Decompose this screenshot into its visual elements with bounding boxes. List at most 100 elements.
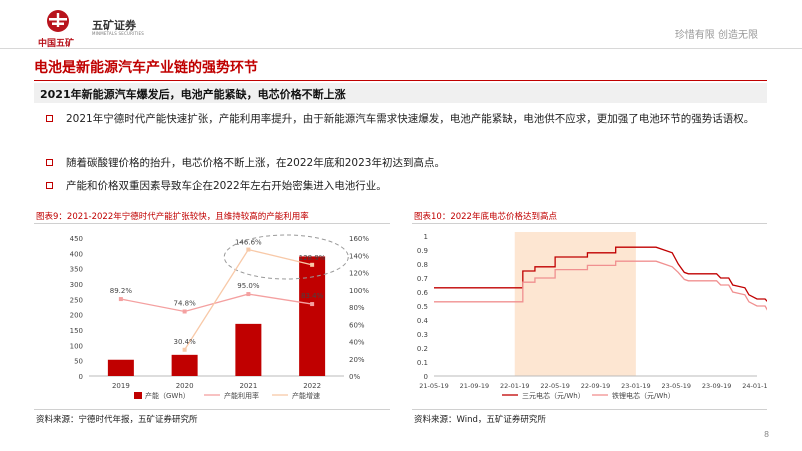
logo-cn-text: 中国五矿	[38, 39, 75, 49]
brand-name: 五矿证券	[92, 19, 136, 32]
utilization-data-label: 89.2%	[110, 287, 133, 295]
y-left-tick-label: 150	[70, 327, 83, 335]
bullet-text: 2021年宁德时代产能快速扩张，产能利用率提升，由于新能源汽车需求快速爆发，电池…	[66, 113, 755, 125]
y-tick-label: 0.9	[417, 247, 428, 255]
x-tick-label: 21-05-19	[419, 382, 449, 390]
growth-point	[246, 247, 251, 252]
page-header: 中国五矿 五矿证券 MINMETALS SECURITIES 珍惜有限 创造无限	[0, 0, 802, 50]
x-tick-label: 2019	[112, 382, 130, 390]
ternary-cell-line	[434, 246, 767, 302]
figure10-rule	[412, 223, 767, 224]
x-tick-label: 2022	[303, 382, 321, 390]
y-right-tick-label: 0%	[349, 373, 360, 381]
y-right-tick-label: 20%	[349, 356, 365, 364]
capacity-bar	[171, 354, 198, 376]
y-left-tick-label: 450	[70, 235, 83, 243]
figure9-source: 资料来源：宁德时代年报，五矿证券研究所	[36, 415, 198, 425]
highlight-band	[514, 232, 636, 376]
lfp-cell-line	[434, 260, 767, 311]
page-subtitle: 2021年新能源汽车爆发后，电池产能紧缺，电芯价格不断上涨	[40, 88, 346, 101]
growth-data-label: 30.4%	[174, 338, 197, 346]
utilization-point	[118, 297, 123, 302]
x-tick-label: 24-01-19	[742, 382, 767, 390]
y-right-tick-label: 140%	[349, 252, 369, 260]
utilization-line	[120, 293, 313, 313]
bullet-square-icon	[46, 159, 53, 166]
legend-label-lfp: 铁锂电芯（元/Wh）	[612, 391, 675, 400]
minmetals-logo-icon	[47, 10, 69, 32]
y-right-tick-label: 80%	[349, 304, 365, 312]
capacity-bar	[107, 359, 134, 376]
y-tick-label: 0.5	[417, 303, 428, 311]
x-tick-label: 2020	[176, 382, 194, 390]
page-title: 电池是新能源汽车产业链的强势环节	[34, 60, 258, 76]
utilization-point	[182, 309, 187, 314]
capacity-bar	[299, 256, 326, 376]
x-tick-label: 21-09-19	[460, 382, 490, 390]
y-right-tick-label: 100%	[349, 287, 369, 295]
figure9-title: 图表9：2021-2022年宁德时代产能扩张较快，且维持较高的产能利用率	[36, 212, 309, 222]
y-left-tick-label: 250	[70, 296, 83, 304]
utilization-data-label: 74.8%	[174, 299, 197, 307]
y-right-tick-label: 160%	[349, 235, 369, 243]
y-right-tick-label: 60%	[349, 321, 365, 329]
utilization-data-label: 83.4%	[301, 292, 324, 300]
growth-data-label: 128.9%	[299, 254, 326, 262]
title-divider	[34, 80, 767, 81]
y-right-tick-label: 40%	[349, 339, 365, 347]
page-number: 8	[764, 430, 770, 439]
figure10-source: 资料来源：Wind，五矿证券研究所	[414, 415, 546, 425]
legend-label-capacity: 产能（GWh）	[145, 391, 190, 400]
y-left-tick-label: 400	[70, 250, 83, 258]
figure10-source-rule	[412, 409, 767, 410]
cell-price-chart: 0 0.1 0.2 0.3 0.4 0.5 0.6 0.7 0.8 0.9 1 21-05-19 21-…	[417, 232, 767, 400]
y-right-tick-label: 120%	[349, 270, 369, 278]
utilization-point	[310, 302, 315, 307]
figure9-source-rule	[34, 409, 390, 410]
figure9-rule	[34, 223, 390, 224]
y-left-tick-label: 50	[74, 358, 83, 366]
y-tick-label: 0.7	[417, 275, 428, 283]
bullet-item: 2021年宁德时代产能快速扩张，产能利用率提升，由于新能源汽车需求快速爆发，电池…	[46, 109, 761, 130]
y-tick-label: 0	[424, 373, 428, 381]
x-tick-label: 23-09-19	[702, 382, 732, 390]
x-tick-label: 22-05-19	[540, 382, 570, 390]
growth-point	[310, 262, 315, 267]
x-tick-label: 22-09-19	[581, 382, 611, 390]
highlight-ellipse	[223, 234, 349, 280]
utilization-data-label: 95.0%	[237, 282, 260, 290]
utilization-point	[246, 292, 251, 297]
bullet-text: 产能和价格双重因素导致车企在2022年左右开始密集进入电池行业。	[66, 180, 387, 192]
y-tick-label: 0.2	[417, 345, 428, 353]
y-left-tick-label: 300	[70, 281, 83, 289]
y-left-tick-label: 0	[79, 373, 83, 381]
capacity-bar	[235, 323, 262, 376]
subtitle-bar	[34, 83, 767, 103]
y-tick-label: 0.3	[417, 331, 428, 339]
legend-label-growth: 产能增速	[292, 391, 320, 400]
y-left-tick-label: 100	[70, 342, 83, 350]
figure10-title: 图表10：2022年底电芯价格达到高点	[414, 212, 557, 222]
y-tick-label: 1	[424, 233, 428, 241]
y-tick-label: 0.6	[417, 289, 429, 297]
y-tick-label: 0.4	[417, 317, 429, 325]
brand-en: MINMETALS SECURITIES	[92, 31, 144, 36]
legend-label-utilization: 产能利用率	[224, 391, 259, 400]
bullet-square-icon	[46, 182, 53, 189]
y-tick-label: 0.1	[417, 359, 428, 367]
x-tick-label: 23-05-19	[661, 382, 691, 390]
y-left-tick-label: 200	[70, 312, 83, 320]
growth-point	[182, 347, 187, 352]
x-tick-label: 22-01-19	[500, 382, 530, 390]
bullet-square-icon	[46, 115, 53, 122]
bullet-item: 随着碳酸锂价格的抬升，电芯价格不断上涨，在2022年底和2023年初达到高点。	[46, 153, 761, 174]
capacity-chart: 0 50 100 150 200 250 300 350 400 450 0% 20% 40% 60% 80…	[70, 234, 369, 400]
legend-label-ternary: 三元电芯（元/Wh）	[522, 391, 585, 400]
slogan: 珍惜有限 创造无限	[674, 30, 758, 41]
bullet-text: 随着碳酸锂价格的抬升，电芯价格不断上涨，在2022年底和2023年初达到高点。	[66, 157, 445, 169]
legend-swatch-capacity	[134, 392, 142, 399]
x-tick-label: 23-01-19	[621, 382, 651, 390]
bullet-item: 产能和价格双重因素导致车企在2022年左右开始密集进入电池行业。	[46, 176, 761, 197]
growth-data-label: 146.6%	[235, 239, 262, 247]
x-tick-label: 2021	[239, 382, 257, 390]
